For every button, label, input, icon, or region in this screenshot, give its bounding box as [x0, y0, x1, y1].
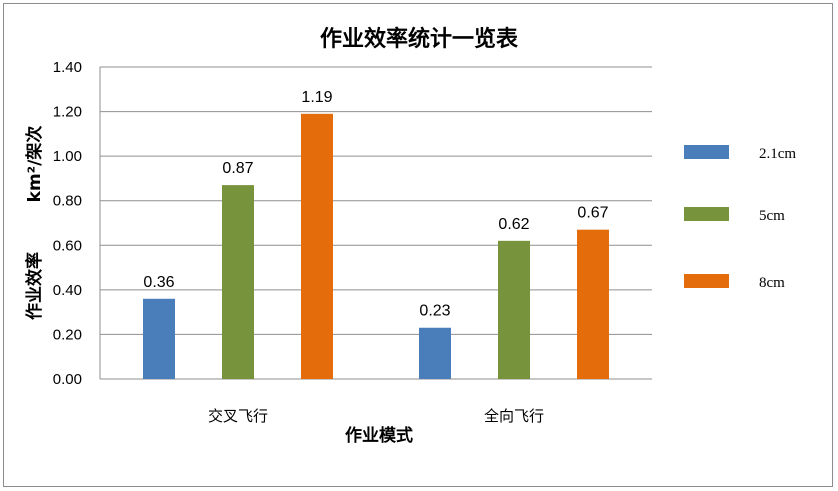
legend-swatch	[684, 145, 729, 159]
y-tick-label: 0.20	[53, 326, 82, 343]
y-axis-ticks: 0.00 0.20 0.40 0.60 0.80 1.00 1.20 1.40	[53, 59, 82, 388]
y-tick-label: 0.40	[53, 282, 82, 299]
bar-chart: 作业效率统计一览表 0.00 0.20 0.40 0.60 0.80 1.00 1.20 1.…	[24, 26, 796, 446]
y-tick-label: 1.00	[53, 148, 82, 165]
y-tick-label: 0.00	[53, 371, 82, 388]
chart-frame: 作业效率统计一览表 0.00 0.20 0.40 0.60 0.80 1.00 1.20 1.…	[3, 3, 833, 487]
y-tick-label: 0.80	[53, 193, 82, 210]
y-tick-label: 1.20	[53, 104, 82, 121]
y-axis-title-line: km²/架次	[24, 126, 45, 203]
legend-swatch	[684, 274, 729, 288]
legend-label: 2.1cm	[759, 146, 796, 162]
bar	[301, 113, 333, 380]
legend: 2.1cm 5cm 8cm	[684, 145, 796, 291]
y-tick-label: 1.40	[53, 59, 82, 76]
data-labels: 0.36 0.87 1.19 0.23 0.62 0.67	[143, 89, 608, 320]
x-category-label: 交叉飞行	[208, 407, 268, 425]
bars	[143, 113, 609, 380]
data-label: 0.62	[498, 216, 529, 233]
y-axis-title: 作业效率 km²/架次	[24, 126, 45, 320]
y-axis-title-line: 作业效率	[24, 252, 45, 320]
legend-label: 8cm	[759, 275, 785, 291]
chart-title: 作业效率统计一览表	[320, 26, 519, 52]
data-label: 0.67	[577, 205, 608, 222]
data-label: 0.23	[419, 303, 450, 320]
data-label: 1.19	[301, 89, 332, 106]
bar	[419, 327, 451, 379]
data-label: 0.87	[222, 160, 253, 177]
bar	[498, 240, 530, 379]
gridlines	[99, 66, 652, 380]
data-label: 0.36	[143, 274, 174, 291]
y-tick-label: 0.60	[53, 237, 82, 254]
x-axis-title: 作业模式	[345, 425, 413, 446]
bar	[143, 298, 175, 379]
x-axis-categories: 交叉飞行 全向飞行	[208, 407, 544, 425]
x-category-label: 全向飞行	[484, 407, 544, 425]
bar	[577, 229, 609, 379]
bar	[222, 185, 254, 379]
legend-label: 5cm	[759, 208, 785, 224]
legend-swatch	[684, 207, 729, 221]
